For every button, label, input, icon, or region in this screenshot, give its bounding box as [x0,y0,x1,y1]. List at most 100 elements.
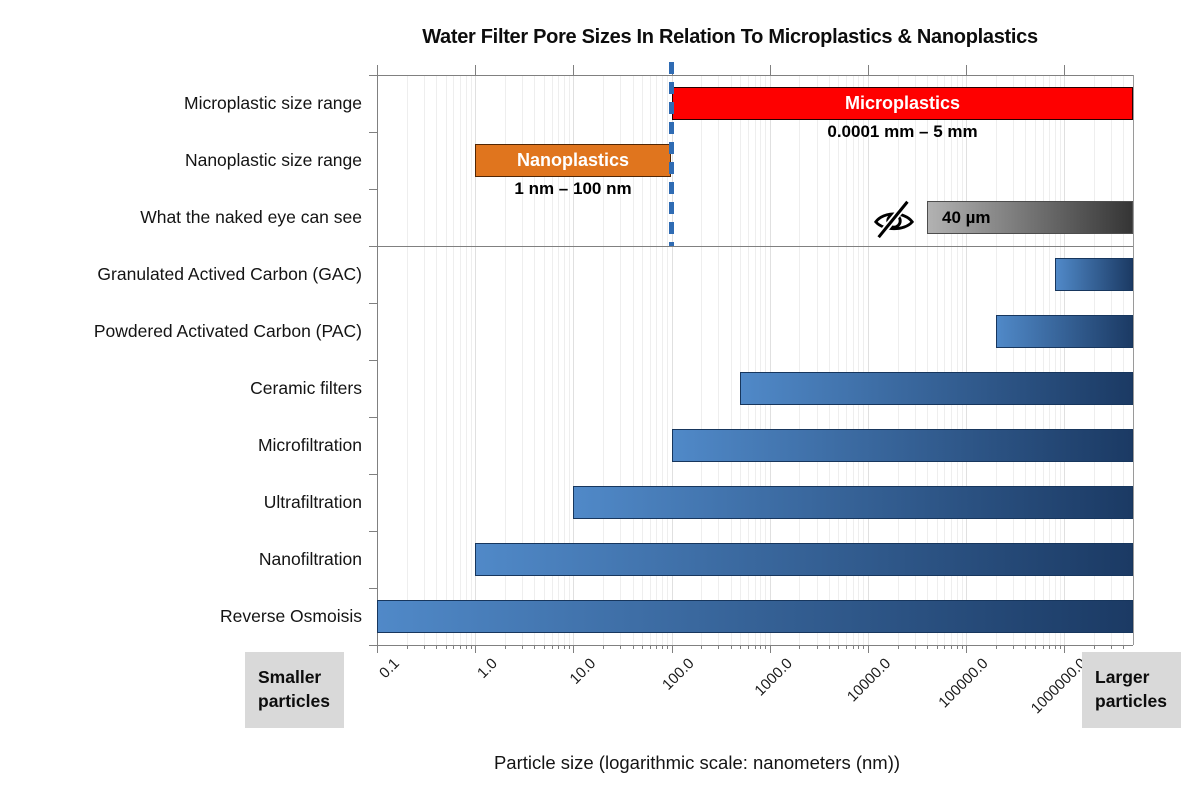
major-gridline [770,75,771,645]
minor-gridline [755,75,756,645]
bottom-minor-tick [951,645,952,649]
bar-powdered-activated-carbon-pac [996,315,1133,348]
minor-gridline [1035,75,1036,645]
bar-granulated-actived-carbon-gac [1055,258,1133,291]
bottom-minor-tick [656,645,657,649]
minor-gridline [558,75,559,645]
bottom-minor-tick [424,645,425,649]
top-tick [868,65,869,75]
minor-gridline [552,75,553,645]
minor-gridline [1123,75,1124,645]
bottom-minor-tick [466,645,467,649]
minor-gridline [1111,75,1112,645]
minor-gridline [662,75,663,645]
chart-title: Water Filter Pore Sizes In Relation To M… [422,26,1038,48]
top-tick [475,65,476,75]
minor-gridline [701,75,702,645]
threshold-dashed-line [669,62,674,246]
minor-gridline [505,75,506,645]
minor-gridline [656,75,657,645]
minor-gridline [603,75,604,645]
bottom-minor-tick [534,645,535,649]
bottom-minor-tick [522,645,523,649]
minor-gridline [642,75,643,645]
minor-gridline [799,75,800,645]
minor-gridline [951,75,952,645]
bottom-minor-tick [603,645,604,649]
minor-gridline [765,75,766,645]
bar-microfiltration [672,429,1133,462]
minor-gridline [1049,75,1050,645]
left-tick [369,531,377,532]
top-tick [770,65,771,75]
minor-gridline [817,75,818,645]
bar-microplastic-size-range: Microplastics [672,87,1133,120]
top-tick [1064,65,1065,75]
bar-reverse-osmoisis [377,600,1133,633]
bar-what-the-naked-eye-can-see: 40 µm [927,201,1133,234]
left-tick [369,474,377,475]
bottom-minor-tick [1123,645,1124,649]
bottom-minor-tick [944,645,945,649]
x-tick-label: 100000.0 [935,655,993,712]
bar-ultrafiltration [573,486,1133,519]
minor-gridline [718,75,719,645]
minor-gridline [962,75,963,645]
minor-gridline [1094,75,1095,645]
bottom-minor-tick [1035,645,1036,649]
minor-gridline [996,75,997,645]
category-label: Microfiltration [257,434,362,455]
bottom-minor-tick [1094,645,1095,649]
x-tick-label: 1000000.0 [1027,655,1091,718]
bar-label: 40 µm [942,207,991,227]
x-tick-label: 10.0 [566,655,600,688]
minor-gridline [1025,75,1026,645]
minor-gridline [620,75,621,645]
bottom-minor-tick [569,645,570,649]
minor-gridline [436,75,437,645]
bottom-minor-tick [460,645,461,649]
bottom-minor-tick [667,645,668,649]
minor-gridline [937,75,938,645]
bottom-minor-tick [620,645,621,649]
bottom-minor-tick [838,645,839,649]
category-label: Microplastic size range [184,92,362,113]
bottom-minor-tick [937,645,938,649]
major-gridline [966,75,967,645]
bottom-minor-tick [858,645,859,649]
major-gridline [573,75,574,645]
minor-gridline [740,75,741,645]
bottom-tick [1064,645,1065,653]
minor-gridline [407,75,408,645]
bottom-minor-tick [564,645,565,649]
left-tick [369,645,377,646]
bar-label: Nanoplastics [516,150,630,170]
left-tick [369,75,377,76]
minor-gridline [424,75,425,645]
minor-gridline [858,75,859,645]
minor-gridline [667,75,668,645]
bottom-minor-tick [1049,645,1050,649]
bottom-minor-tick [544,645,545,649]
bottom-tick [573,645,574,653]
category-label: Ceramic filters [250,377,362,398]
category-label: Ultrafiltration [263,491,362,512]
major-gridline [1064,75,1065,645]
bottom-minor-tick [927,645,928,649]
minor-gridline [534,75,535,645]
bottom-minor-tick [915,645,916,649]
x-tick-label: 100.0 [659,655,699,694]
x-tick-label: 10000.0 [843,655,895,706]
category-label: Nanofiltration [258,548,362,569]
bottom-minor-tick [650,645,651,649]
minor-gridline [446,75,447,645]
minor-gridline [453,75,454,645]
separator-line [377,246,1133,247]
bottom-tick [377,645,378,653]
left-tick [369,360,377,361]
bottom-minor-tick [701,645,702,649]
bottom-minor-tick [1043,645,1044,649]
minor-gridline [650,75,651,645]
minor-gridline [927,75,928,645]
bottom-minor-tick [662,645,663,649]
